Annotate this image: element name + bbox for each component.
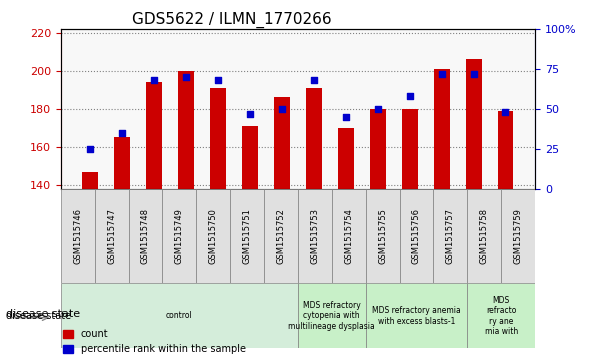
Text: GSM1515756: GSM1515756	[412, 208, 421, 264]
Text: GSM1515759: GSM1515759	[514, 208, 523, 264]
Bar	[501, 189, 535, 283]
Bar	[82, 172, 98, 189]
Point	[469, 71, 478, 77]
Bar	[147, 82, 162, 189]
Bar	[128, 189, 162, 283]
Bar	[95, 189, 128, 283]
Bar	[399, 189, 434, 283]
Bar	[468, 283, 535, 348]
Text: disease state: disease state	[6, 309, 80, 319]
Text: GSM1515749: GSM1515749	[175, 208, 184, 264]
Point	[150, 77, 159, 83]
Text: GSM1515752: GSM1515752	[277, 208, 286, 264]
Bar	[370, 109, 385, 189]
Bar	[242, 126, 258, 189]
Point	[181, 74, 191, 80]
Point	[245, 111, 255, 117]
Bar	[298, 283, 365, 348]
Text: GSM1515753: GSM1515753	[310, 208, 319, 264]
Point	[277, 106, 287, 112]
Text: GSM1515751: GSM1515751	[243, 208, 252, 264]
Text: GSM1515748: GSM1515748	[141, 208, 150, 264]
Text: GSM1515754: GSM1515754	[344, 208, 353, 264]
Text: GSM1515755: GSM1515755	[378, 208, 387, 264]
Text: GSM1515758: GSM1515758	[480, 208, 489, 264]
Bar	[434, 189, 468, 283]
Text: disease state: disease state	[6, 311, 71, 321]
Bar	[298, 189, 332, 283]
Bar	[338, 128, 354, 189]
Bar	[264, 189, 298, 283]
Bar	[306, 88, 322, 189]
Legend: count, percentile rank within the sample: count, percentile rank within the sample	[60, 326, 250, 358]
Bar	[468, 189, 501, 283]
Bar	[365, 189, 399, 283]
Bar	[332, 189, 365, 283]
Text: control: control	[166, 311, 193, 320]
Bar	[61, 189, 95, 283]
Point	[341, 114, 351, 120]
Bar	[61, 283, 298, 348]
Bar	[114, 138, 130, 189]
Text: GSM1515747: GSM1515747	[107, 208, 116, 264]
Text: GSM1515757: GSM1515757	[446, 208, 455, 264]
Point	[309, 77, 319, 83]
Text: MDS refractory
cytopenia with
multilineage dysplasia: MDS refractory cytopenia with multilinea…	[288, 301, 375, 331]
Point	[117, 130, 127, 136]
Bar	[162, 189, 196, 283]
Point	[405, 93, 415, 99]
Bar	[230, 189, 264, 283]
Bar	[178, 71, 194, 189]
Bar	[466, 60, 482, 189]
Bar	[210, 88, 226, 189]
Bar	[365, 283, 468, 348]
Point	[373, 106, 382, 112]
Point	[437, 71, 446, 77]
Point	[500, 109, 510, 115]
Text: GSM1515746: GSM1515746	[73, 208, 82, 264]
Bar	[402, 109, 418, 189]
Text: MDS
refracto
ry ane
mia with: MDS refracto ry ane mia with	[485, 296, 518, 336]
Text: MDS refractory anemia
with excess blasts-1: MDS refractory anemia with excess blasts…	[372, 306, 461, 326]
Bar	[274, 98, 290, 189]
Point	[213, 77, 223, 83]
Bar	[497, 111, 514, 189]
Bar	[196, 189, 230, 283]
Text: GDS5622 / ILMN_1770266: GDS5622 / ILMN_1770266	[132, 12, 331, 28]
Bar	[434, 69, 449, 189]
Point	[86, 146, 95, 152]
Text: GSM1515750: GSM1515750	[209, 208, 218, 264]
